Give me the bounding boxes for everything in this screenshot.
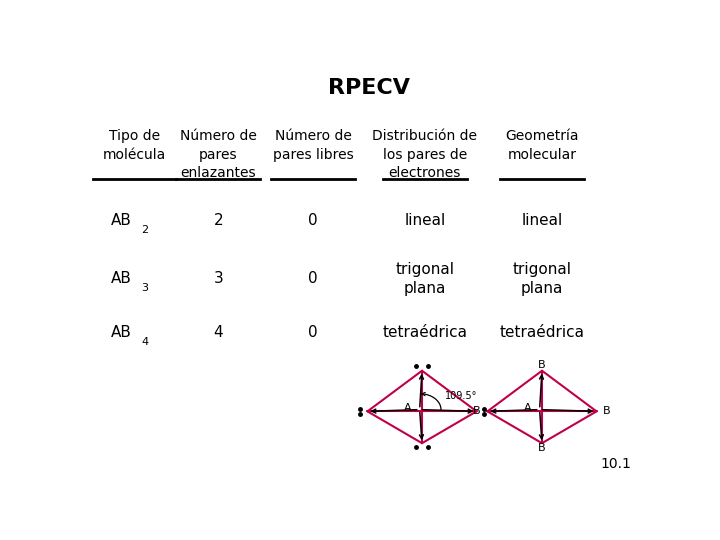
Text: trigonal
plana: trigonal plana [395, 261, 454, 296]
Text: Tipo de
molécula: Tipo de molécula [103, 129, 166, 161]
Text: 0: 0 [308, 213, 318, 228]
Text: B: B [603, 407, 611, 416]
Text: A: A [404, 403, 412, 413]
Text: 0: 0 [308, 272, 318, 286]
Text: Geometría
molecular: Geometría molecular [505, 129, 579, 161]
Text: lineal: lineal [521, 213, 562, 228]
Text: 3: 3 [141, 283, 148, 293]
Text: Distribución de
los pares de
electrones: Distribución de los pares de electrones [372, 129, 477, 180]
Text: B: B [538, 360, 546, 370]
Text: Número de
pares libres: Número de pares libres [273, 129, 354, 161]
Text: 2: 2 [141, 225, 148, 235]
Text: 4: 4 [141, 337, 148, 347]
Text: tetraédrica: tetraédrica [500, 326, 585, 341]
Text: 109.5°: 109.5° [445, 390, 477, 401]
Text: AB: AB [111, 326, 132, 341]
Text: A: A [524, 403, 531, 413]
Text: AB: AB [111, 272, 132, 286]
Text: AB: AB [111, 213, 132, 228]
Text: trigonal
plana: trigonal plana [513, 261, 572, 296]
Text: 2: 2 [214, 213, 223, 228]
Text: Número de
pares
enlazantes: Número de pares enlazantes [180, 129, 257, 180]
Text: 4: 4 [214, 326, 223, 341]
Text: B: B [473, 407, 481, 416]
Text: 10.1: 10.1 [600, 457, 631, 471]
Text: 3: 3 [213, 272, 223, 286]
Text: RPECV: RPECV [328, 78, 410, 98]
Text: lineal: lineal [404, 213, 446, 228]
Text: tetraédrica: tetraédrica [382, 326, 467, 341]
Text: 0: 0 [308, 326, 318, 341]
Text: B: B [538, 443, 546, 454]
